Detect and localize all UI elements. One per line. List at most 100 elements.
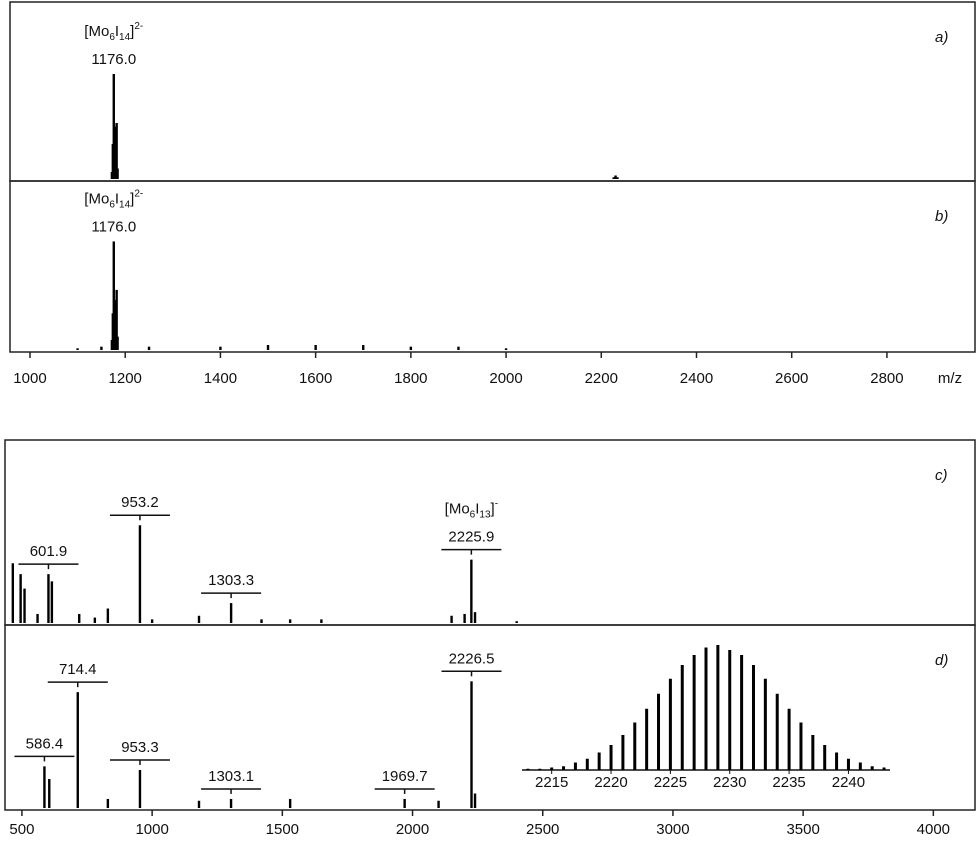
ion-label-part: ] <box>491 501 495 518</box>
inset-tick-label: 2215 <box>535 774 568 791</box>
x-tick-label: 2000 <box>396 821 429 838</box>
ion-label-part: 6 <box>109 200 115 211</box>
panel-frame <box>9 180 976 353</box>
peak <box>457 346 460 350</box>
inset-peak <box>692 655 696 770</box>
ion-label-part: - <box>495 499 498 510</box>
panel-label: a) <box>935 29 948 46</box>
peak <box>614 175 617 179</box>
peak <box>76 692 79 808</box>
inset-tick-label: 2225 <box>654 774 687 791</box>
peak <box>115 123 118 179</box>
x-tick-label: 2500 <box>526 821 559 838</box>
peak <box>473 793 477 808</box>
peak <box>23 588 26 623</box>
ion-label-part: 6 <box>109 32 115 43</box>
peak <box>116 168 119 179</box>
ion-label-part: 2- <box>134 189 143 200</box>
peak <box>409 346 413 350</box>
x-tick-label: 2600 <box>775 370 808 387</box>
peak <box>266 344 270 350</box>
inset-peak <box>680 665 684 770</box>
inset-peak <box>858 762 862 770</box>
peak <box>450 615 453 623</box>
x-tick-label: 1800 <box>394 370 427 387</box>
inset-peak <box>657 693 661 770</box>
peak <box>47 574 50 623</box>
peak <box>78 613 81 623</box>
inset-peak <box>882 767 886 770</box>
peak <box>19 574 22 623</box>
peak <box>116 336 119 350</box>
peak <box>463 613 466 623</box>
inset-peak <box>799 722 803 770</box>
x-tick-label: 1200 <box>109 370 142 387</box>
ion-label-part: ] <box>130 190 134 207</box>
ion-label-part: 6 <box>470 510 476 521</box>
x-tick-label: 2200 <box>585 370 618 387</box>
x-tick-label: 500 <box>9 821 34 838</box>
peak <box>50 581 54 623</box>
inset-tick-label: 2230 <box>713 774 746 791</box>
peak <box>113 126 116 179</box>
ion-label-part: [Mo <box>84 190 109 207</box>
peak <box>612 177 615 179</box>
peak-label: 1303.3 <box>208 572 254 589</box>
peak <box>100 346 103 350</box>
inset-peak <box>716 645 720 770</box>
panel-label: d) <box>935 652 948 669</box>
inset-peak <box>550 767 554 770</box>
ion-label: [Mo6I13]- <box>445 499 498 521</box>
peak <box>48 779 51 808</box>
x-tick-label: 2800 <box>870 370 903 387</box>
peak <box>197 800 201 808</box>
ion-label-part: 2- <box>134 21 143 32</box>
peak-label: 953.2 <box>121 494 159 511</box>
peak <box>470 681 473 808</box>
peak-label: 1969.7 <box>382 768 428 785</box>
x-tick-label: 1000 <box>135 821 168 838</box>
panel-label: c) <box>935 467 948 484</box>
peak <box>403 798 406 808</box>
x-tick-label: 4000 <box>917 821 950 838</box>
ion-label-part: ] <box>130 23 134 40</box>
inset-tick-label: 2220 <box>594 774 627 791</box>
x-tick-label: 3000 <box>656 821 689 838</box>
x-tick-label: 1600 <box>299 370 332 387</box>
peak <box>138 769 142 808</box>
peak <box>473 612 477 623</box>
peak <box>11 563 15 623</box>
peak <box>150 619 154 623</box>
inset-peak <box>609 745 613 770</box>
peak <box>437 800 440 808</box>
peak <box>229 603 233 623</box>
ion-label-part: I <box>475 501 479 518</box>
peak <box>138 525 142 623</box>
peak <box>504 348 508 350</box>
peak <box>616 177 619 179</box>
inset-tick-label: 2240 <box>832 774 865 791</box>
inset-peak <box>573 762 577 770</box>
peak <box>260 619 263 623</box>
inset-peak <box>811 735 815 770</box>
inset-peak <box>775 693 779 770</box>
inset-peak <box>585 758 589 770</box>
peak <box>113 299 116 350</box>
ion-label-part: [Mo <box>445 501 470 518</box>
ion-label: [Mo6I14]2- <box>84 21 143 43</box>
panel-frame <box>4 624 976 811</box>
peak-label: 1303.1 <box>208 768 254 785</box>
peak-label: 1176.0 <box>91 51 136 68</box>
peak <box>219 346 222 350</box>
panel-label: b) <box>935 208 948 225</box>
peak-label: 2226.5 <box>449 650 495 667</box>
inset-peak <box>538 768 542 770</box>
inset-tick-label: 2235 <box>772 774 805 791</box>
inset-peak <box>763 678 767 770</box>
x-tick-label: 2000 <box>489 370 522 387</box>
ion-label-part: I <box>115 190 119 207</box>
peak-label: 2225.9 <box>448 529 494 546</box>
peak <box>320 619 323 623</box>
inset-peak <box>823 745 827 770</box>
